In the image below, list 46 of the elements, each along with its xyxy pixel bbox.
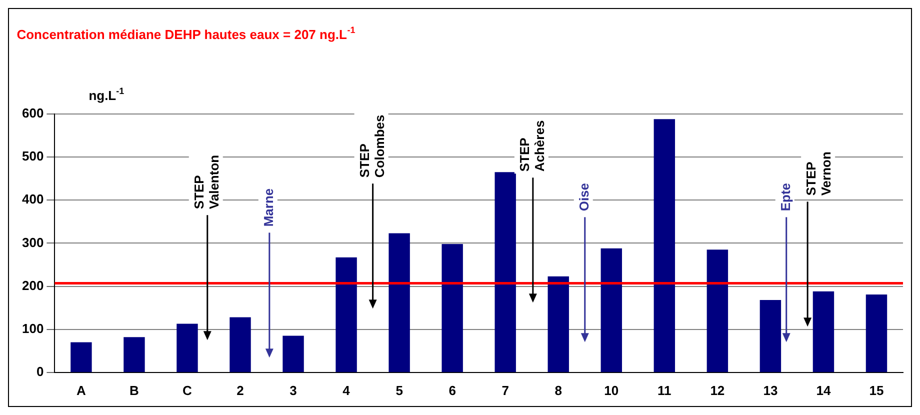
- bar: [812, 291, 834, 372]
- y-tick-label: 0: [36, 364, 44, 379]
- x-tick-label: 6: [448, 382, 456, 398]
- x-tick-label: 10: [604, 382, 619, 398]
- annotation: STEP Vernon: [804, 152, 834, 196]
- x-tick-label: 12: [710, 382, 725, 398]
- bar: [336, 257, 357, 372]
- y-tick-label: 600: [22, 106, 44, 121]
- bar: [70, 342, 92, 372]
- annotation: STEP Achères: [517, 120, 548, 172]
- bar: [124, 337, 145, 372]
- x-tick-label: 3: [290, 382, 297, 398]
- y-tick-label: 400: [22, 192, 44, 207]
- bar: [866, 294, 888, 372]
- x-tick-label: B: [130, 382, 139, 398]
- x-tick-label: 4: [342, 382, 351, 398]
- bar: [548, 276, 569, 372]
- bar: [706, 250, 728, 372]
- x-tick-label: 8: [554, 382, 562, 398]
- x-tick-label: C: [182, 382, 193, 398]
- bar: [494, 172, 516, 372]
- annotation: Marne: [260, 188, 276, 227]
- x-tick-label: 11: [658, 382, 672, 398]
- x-tick-label: 5: [396, 382, 403, 398]
- bar: [282, 336, 304, 372]
- y-tick-label: 300: [22, 234, 44, 250]
- bar: [654, 119, 676, 372]
- bar: [176, 324, 198, 372]
- bar: [760, 300, 782, 372]
- annotation: STEP Valenton: [191, 154, 222, 210]
- x-tick-label: 2: [236, 382, 244, 398]
- y-tick-label: 500: [22, 148, 44, 164]
- annotation: STEP Colombes: [356, 114, 387, 178]
- x-tick-label: 13: [763, 382, 778, 398]
- x-tick-label: 7: [502, 382, 509, 398]
- x-tick-label: 14: [816, 382, 832, 398]
- y-tick-label: 100: [22, 320, 44, 336]
- bar: [388, 233, 410, 372]
- bar: [600, 248, 622, 372]
- annotation: Epte: [778, 182, 793, 212]
- bar: [230, 317, 251, 372]
- y-tick-label: 200: [22, 278, 44, 293]
- x-tick-label: A: [76, 382, 87, 398]
- bar: [442, 244, 463, 372]
- annotation: Oise: [576, 182, 592, 212]
- x-tick-label: 15: [869, 382, 884, 398]
